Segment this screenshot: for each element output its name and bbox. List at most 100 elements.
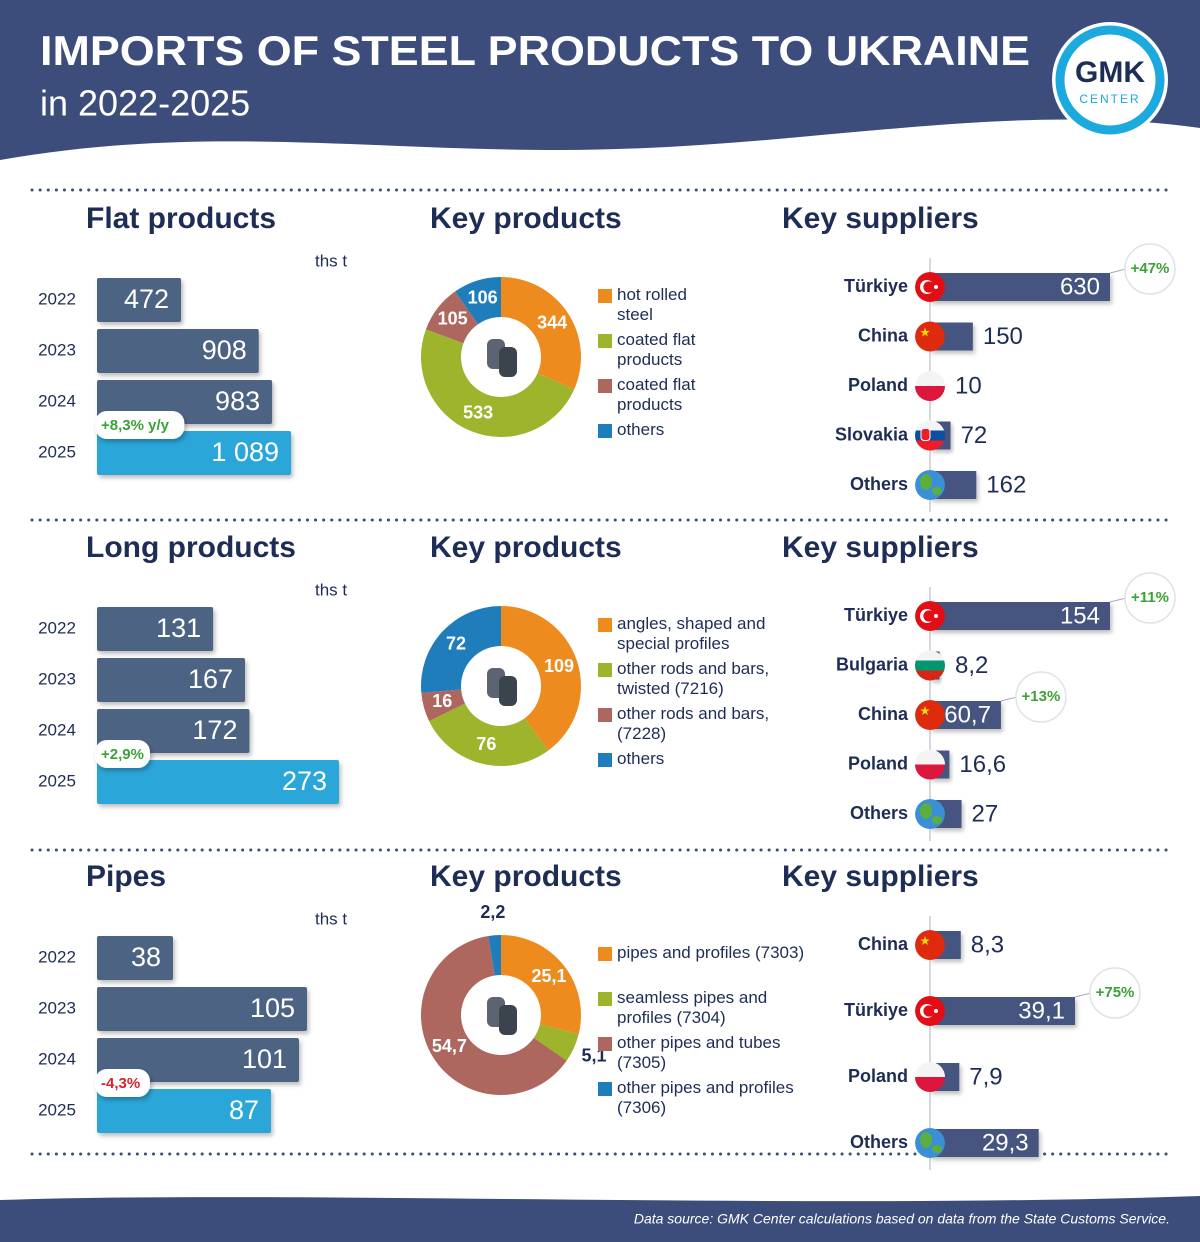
unit-label: ths t <box>315 251 347 270</box>
legend-label: pipes and profiles (7303) <box>617 943 805 962</box>
subtitle: in 2022-2025 <box>40 83 250 124</box>
value-label: 39,1 <box>1018 997 1065 1024</box>
bar <box>97 278 182 322</box>
donut-slice <box>501 606 582 751</box>
logo-bg <box>1052 22 1168 138</box>
flag-stripe <box>915 440 945 451</box>
value-label: 27 <box>972 800 999 827</box>
legend-label: coated flat products <box>617 375 696 414</box>
source-note: Data source: GMK Center calculations bas… <box>634 1211 1170 1227</box>
bar <box>97 658 246 702</box>
flag-star <box>920 327 930 337</box>
change-label: -4,3% <box>101 1075 140 1092</box>
supplier-name: Others <box>850 474 908 494</box>
slice-label: 106 <box>468 288 498 308</box>
flag-stripe <box>915 764 945 780</box>
flag-stripe <box>915 420 945 431</box>
value-label: 29,3 <box>982 1129 1029 1156</box>
change-label: +2,9% <box>101 746 144 763</box>
year-label: 2024 <box>38 1049 76 1068</box>
year-label: 2025 <box>38 771 76 790</box>
legend-swatch <box>598 618 612 632</box>
value-label: 131 <box>156 613 201 643</box>
year-label: 2023 <box>38 340 76 359</box>
flag-star <box>920 706 930 716</box>
badge-connector <box>1000 696 1018 702</box>
globe-land <box>920 803 932 819</box>
supplier-name: Bulgaria <box>836 654 909 674</box>
section-title: Key products <box>430 531 622 564</box>
badge-connector <box>1074 992 1092 998</box>
legend-swatch <box>598 289 612 303</box>
flag <box>915 1128 945 1158</box>
flag-star <box>934 285 938 289</box>
flag-stripe <box>915 386 945 401</box>
donut-slice <box>421 689 466 722</box>
globe-land <box>920 474 932 490</box>
supplier-name: Poland <box>848 375 908 395</box>
donut-slice <box>420 936 567 1096</box>
legend-label: other pipes and profiles (7306) <box>617 1078 794 1117</box>
change-badge <box>95 1069 150 1097</box>
legend-label: others <box>617 420 665 439</box>
value-label: 154 <box>1060 602 1100 629</box>
value-label: 8,2 <box>955 652 988 679</box>
slice-label: 109 <box>544 656 574 676</box>
year-label: 2022 <box>38 618 76 637</box>
unit-label: ths t <box>315 909 347 928</box>
flag-field <box>915 930 945 960</box>
flag-stripe <box>915 749 945 765</box>
bar <box>930 997 1075 1025</box>
badge-connector <box>1109 597 1127 603</box>
donut-slice <box>501 277 582 390</box>
bar <box>97 987 307 1031</box>
bar <box>97 936 173 980</box>
badge-connector <box>1109 268 1127 274</box>
donut-slice <box>501 935 581 1035</box>
logo-text: GMK <box>1075 56 1145 89</box>
globe-land <box>932 487 942 495</box>
slice-label: 105 <box>438 309 468 329</box>
slice-label: 16 <box>432 691 452 711</box>
section-title: Pipes <box>86 860 166 893</box>
value-label: 101 <box>242 1044 287 1074</box>
value-label: 162 <box>986 471 1026 498</box>
donut-slice <box>425 291 479 344</box>
supplier-name: China <box>858 934 909 954</box>
slice-label: 54,7 <box>432 1036 467 1056</box>
value-label: 87 <box>229 1095 259 1125</box>
product-icon <box>499 347 517 377</box>
flag-shield <box>920 428 931 441</box>
flag <box>915 420 945 451</box>
flag <box>915 1062 945 1092</box>
legend-label: other rods and bars, (7228) <box>617 704 770 743</box>
bar <box>97 329 259 373</box>
year-label: 2022 <box>38 289 76 308</box>
flag-field <box>915 321 945 352</box>
legend-swatch <box>598 753 612 767</box>
section-title: Flat products <box>86 202 276 235</box>
flag <box>915 700 945 730</box>
change-badge <box>1124 572 1176 624</box>
section-title: Key suppliers <box>782 860 979 893</box>
globe-land <box>920 1132 932 1148</box>
legend-label: other rods and bars, twisted (7216) <box>617 659 770 698</box>
supplier-name: Türkiye <box>844 276 908 296</box>
year-label: 2022 <box>38 947 76 966</box>
donut-slice <box>429 703 549 766</box>
change-label: +11% <box>1131 589 1169 606</box>
value-label: 16,6 <box>959 751 1006 778</box>
supplier-name: China <box>858 325 909 345</box>
legend-label: other pipes and tubes (7305) <box>617 1033 781 1072</box>
change-badge <box>1015 671 1067 723</box>
section-title: Key suppliers <box>782 202 979 235</box>
supplier-name: Türkiye <box>844 605 908 625</box>
flag <box>915 930 945 960</box>
footer-band <box>0 1196 1200 1242</box>
flag-stripe <box>915 660 945 671</box>
value-label: 72 <box>961 422 988 449</box>
legend-label: seamless pipes and profiles (7304) <box>617 988 768 1027</box>
supplier-name: Others <box>850 803 908 823</box>
legend-label: others <box>617 749 665 768</box>
flag-moon-cut <box>923 281 935 293</box>
